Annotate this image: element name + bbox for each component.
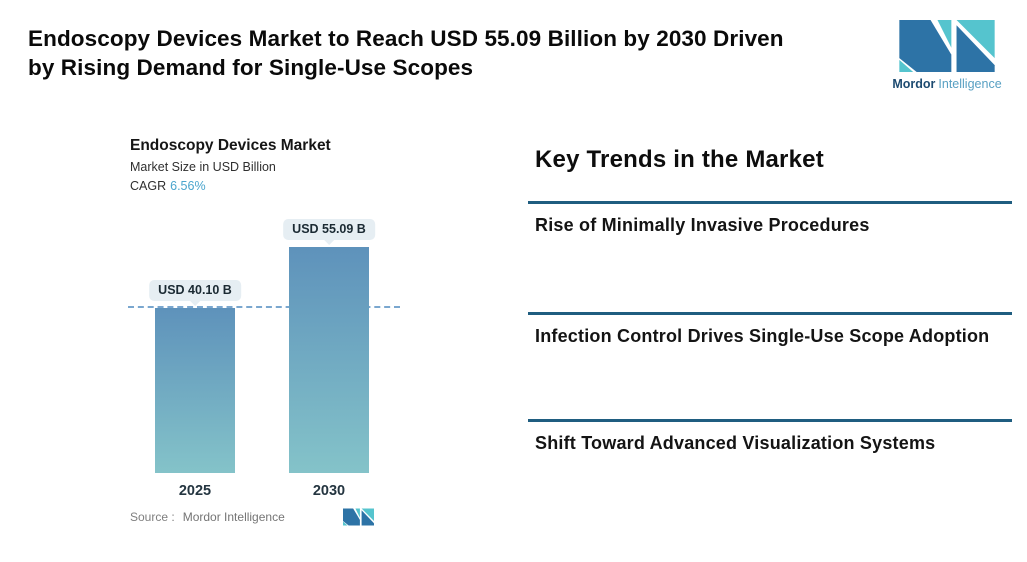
source-value: Mordor Intelligence (182, 510, 285, 524)
bar-2025 (155, 308, 235, 473)
divider (528, 312, 1012, 315)
divider (528, 419, 1012, 422)
bar-2030 (289, 247, 369, 473)
x-axis-label-2025: 2025 (178, 483, 212, 499)
bar-value-label-2030: USD 55.09 B (283, 219, 375, 240)
page-title: Endoscopy Devices Market to Reach USD 55… (28, 24, 890, 82)
chart-subtitle: Market Size in USD Billion (130, 160, 276, 174)
chart-title: Endoscopy Devices Market (130, 137, 331, 154)
reference-line (128, 306, 400, 308)
trends-heading: Key Trends in the Market (535, 146, 824, 173)
bar-chart-plot: USD 40.10 B 2025 USD 55.09 B 2030 (128, 219, 400, 499)
chart-source: Source : Mordor Intelligence (130, 510, 285, 524)
logo-wordmark: Mordor Intelligence (886, 77, 1008, 91)
logo-brand-bold: Mordor (892, 77, 936, 91)
x-axis-label-2030: 2030 (312, 483, 346, 499)
mordor-logo-mark-small-icon (343, 508, 374, 526)
bar-value-label-2025: USD 40.10 B (149, 280, 241, 301)
cagr-value: 6.56% (170, 179, 206, 193)
trend-item-3: Shift Toward Advanced Visualization Syst… (535, 433, 936, 453)
page-title-line2: by Rising Demand for Single-Use Scopes (28, 55, 474, 80)
chart-cagr: CAGR 6.56% (130, 179, 206, 193)
cagr-label: CAGR (130, 179, 167, 193)
page-title-line1: Endoscopy Devices Market to Reach USD 55… (28, 26, 784, 51)
trend-item-1: Rise of Minimally Invasive Procedures (535, 215, 870, 235)
logo-brand-light: Intelligence (938, 77, 1002, 91)
key-trends-panel: Key Trends in the Market Rise of Minimal… (528, 0, 1012, 562)
bar-group-2025: USD 40.10 B 2025 (149, 220, 241, 499)
source-label: Source : (130, 510, 175, 524)
bar-group-2030: USD 55.09 B 2030 (283, 219, 375, 499)
mordor-intelligence-logo: Mordor Intelligence (886, 20, 1008, 91)
trend-item-2: Infection Control Drives Single-Use Scop… (535, 326, 990, 346)
divider (528, 201, 1012, 204)
